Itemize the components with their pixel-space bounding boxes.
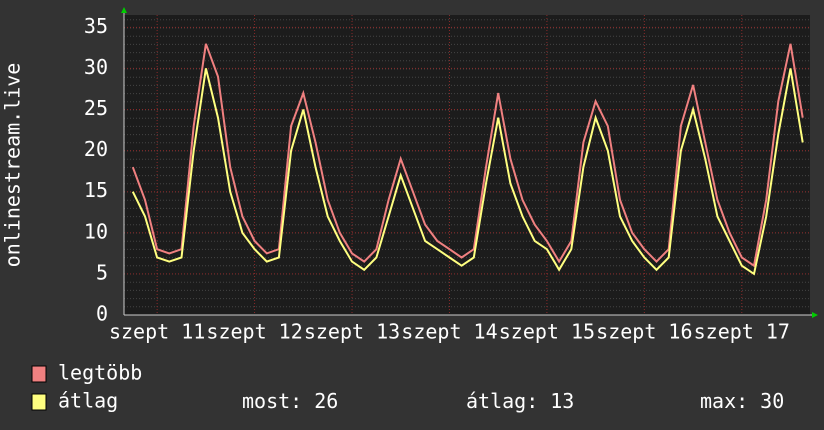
stat: átlag: 13 <box>466 389 574 413</box>
y-tick-label: 5 <box>96 260 108 284</box>
y-axis-label: onlinestream.live <box>1 63 25 268</box>
y-tick-label: 0 <box>96 302 108 326</box>
y-tick-label: 35 <box>84 14 108 38</box>
stat: most: 26 <box>242 389 338 413</box>
y-tick-label: 15 <box>84 178 108 202</box>
x-tick-label: szept 15 <box>499 320 595 344</box>
legend-swatch <box>31 365 47 383</box>
legend-label: legtöbb <box>58 361 142 385</box>
y-tick-label: 20 <box>84 137 108 161</box>
y-tick-label: 25 <box>84 96 108 120</box>
series-line <box>131 43 804 268</box>
stat-value: 13 <box>550 389 574 413</box>
plot-area <box>124 15 810 315</box>
x-tick-label: szept 16 <box>596 320 692 344</box>
y-tick-label: 10 <box>84 219 108 243</box>
stat-label: átlag: <box>466 389 538 413</box>
x-tick-label: szept 11 <box>109 320 205 344</box>
stat-label: most: <box>242 389 302 413</box>
stat: max: 30 <box>700 389 784 413</box>
x-arrow <box>812 312 818 318</box>
stat-value: 26 <box>314 389 338 413</box>
x-tick-label: szept 13 <box>304 320 400 344</box>
legend-label: átlag <box>58 389 118 413</box>
stat-label: max: <box>700 389 748 413</box>
legend-swatch <box>31 393 47 411</box>
y-arrow <box>121 7 127 13</box>
series-line <box>131 68 804 276</box>
x-tick-label: szept 14 <box>401 320 497 344</box>
y-tick-label: 30 <box>84 55 108 79</box>
x-tick-label: szept 12 <box>206 320 302 344</box>
x-tick-label: szept 17 <box>694 320 790 344</box>
stat-value: 30 <box>760 389 784 413</box>
